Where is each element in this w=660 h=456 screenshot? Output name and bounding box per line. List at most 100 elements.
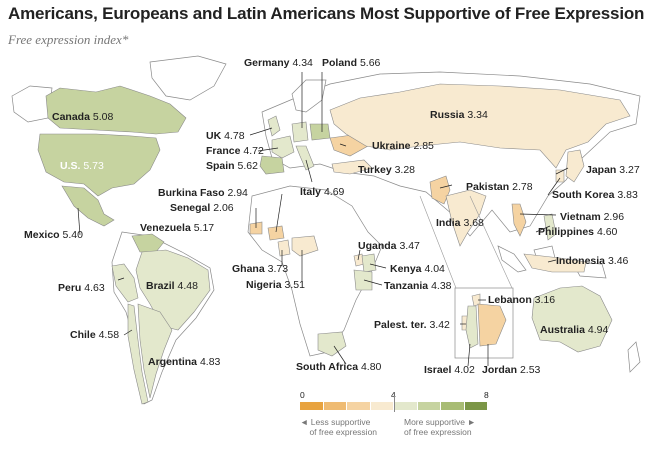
label-philippines: Philippines 4.60 [538, 226, 618, 238]
greenland-shape [149, 55, 227, 101]
label-indonesia: Indonesia 3.46 [556, 255, 629, 267]
leader-southkorea [547, 177, 561, 196]
country-venezuela [131, 233, 165, 253]
leader-chile [123, 329, 133, 336]
leader-lines [77, 72, 569, 367]
label-chile: Chile 4.58 [70, 329, 120, 341]
legend-swatch [394, 402, 417, 410]
leader-france [257, 147, 279, 152]
country-canada [45, 85, 187, 135]
label-turkey: Turkey 3.28 [358, 164, 416, 176]
legend-swatch [370, 402, 393, 410]
country-spain [259, 155, 285, 175]
map-subtitle: Free expression index* [8, 32, 129, 47]
label-russia: Russia 3.34 [430, 109, 488, 121]
sumatra-shape [497, 245, 527, 273]
country-germany [291, 121, 309, 143]
label-burkina: Burkina Faso 2.94 [158, 187, 248, 199]
label-france: France 4.72 [206, 145, 264, 157]
country-vietnam [511, 203, 527, 237]
country-italy [295, 145, 315, 171]
map-title: Americans, Europeans and Latin Americans… [8, 4, 645, 23]
country-us [37, 133, 161, 197]
inset-connector-left [419, 195, 457, 289]
legend-less-label: ◄ Less supportive of free expression [300, 417, 378, 437]
country-burkina [267, 225, 285, 241]
leader-kenya [369, 263, 387, 269]
legend-max: 8 [484, 390, 489, 400]
country-uk [267, 115, 281, 137]
label-senegal: Senegal 2.06 [170, 202, 234, 214]
label-israel: Israel 4.02 [424, 364, 475, 376]
leader-uganda [357, 249, 361, 261]
country-india [445, 189, 487, 247]
country-indonesia [523, 253, 587, 273]
label-ukraine: Ukraine 2.85 [372, 140, 434, 152]
legend-swatch [417, 402, 440, 410]
inset-connector-right [469, 195, 513, 289]
country-turkey [331, 159, 373, 175]
country-mexico [61, 185, 115, 227]
label-uganda: Uganda 3.47 [358, 240, 420, 252]
label-venezuela: Venezuela 5.17 [140, 222, 215, 234]
leader-pakistan [439, 184, 453, 189]
leader-vietnam [519, 213, 557, 216]
label-italy: Italy 4.69 [300, 186, 345, 198]
leader-indonesia [547, 259, 557, 263]
country-japan [565, 149, 585, 183]
label-vietnam: Vietnam 2.96 [560, 211, 625, 223]
legend-swatch [323, 402, 346, 410]
country-poland [309, 123, 331, 141]
leader-japan [555, 167, 569, 175]
country-ghana [277, 239, 291, 257]
legend-midline [394, 396, 395, 412]
legend-swatch [464, 402, 487, 410]
legend-swatch [300, 402, 323, 410]
leader-mexico [77, 207, 81, 236]
label-mexico: Mexico 5.40 [24, 229, 83, 241]
label-japan: Japan 3.27 [586, 164, 640, 176]
leader-peru [117, 277, 125, 281]
country-kenya [361, 253, 377, 273]
label-southafrica: South Africa 4.80 [296, 361, 382, 373]
legend-mid: 4 [391, 390, 396, 400]
inset-jordan [477, 303, 507, 347]
leader-ukraine [339, 143, 347, 147]
label-jordan: Jordan 2.53 [482, 364, 541, 376]
country-peru [111, 263, 139, 303]
legend-min: 0 [300, 390, 305, 400]
label-australia: Australia 4.94 [540, 324, 609, 336]
country-france [271, 135, 295, 159]
label-nigeria: Nigeria 3.51 [246, 279, 305, 291]
country-chile [127, 303, 149, 405]
label-brazil: Brazil 4.48 [146, 280, 198, 292]
label-canada: Canada 5.08 [52, 111, 114, 123]
label-us: U.S. 5.73 [60, 160, 104, 172]
leader-israel [467, 343, 471, 367]
legend: 0 4 8 ◄ Less supportive of free expressi… [300, 390, 490, 450]
label-poland: Poland 5.66 [322, 57, 381, 69]
label-pakistan: Pakistan 2.78 [466, 181, 533, 193]
leader-italy [305, 159, 313, 183]
legend-swatch [441, 402, 464, 410]
country-argentina [137, 303, 173, 399]
label-ghana: Ghana 3.73 [232, 263, 289, 275]
alaska-shape [11, 85, 53, 123]
label-tanzania: Tanzania 4.38 [384, 280, 452, 292]
label-spain: Spain 5.62 [206, 160, 258, 172]
label-peru: Peru 4.63 [58, 282, 105, 294]
legend-more-label: More supportive ► of free expression [404, 417, 476, 437]
country-australia [531, 285, 613, 353]
inset-israel [465, 305, 479, 349]
new-zealand-shape [627, 341, 641, 373]
label-india: India 3.68 [436, 217, 484, 229]
country-southafrica [317, 331, 347, 357]
leader-tanzania [363, 279, 383, 286]
leader-burkina [275, 193, 283, 233]
label-kenya: Kenya 4.04 [390, 263, 445, 275]
label-lebanon: Lebanon 3.16 [488, 294, 556, 306]
label-southkorea: South Korea 3.83 [552, 189, 638, 201]
label-uk: UK 4.78 [206, 130, 245, 142]
label-argentina: Argentina 4.83 [148, 356, 221, 368]
